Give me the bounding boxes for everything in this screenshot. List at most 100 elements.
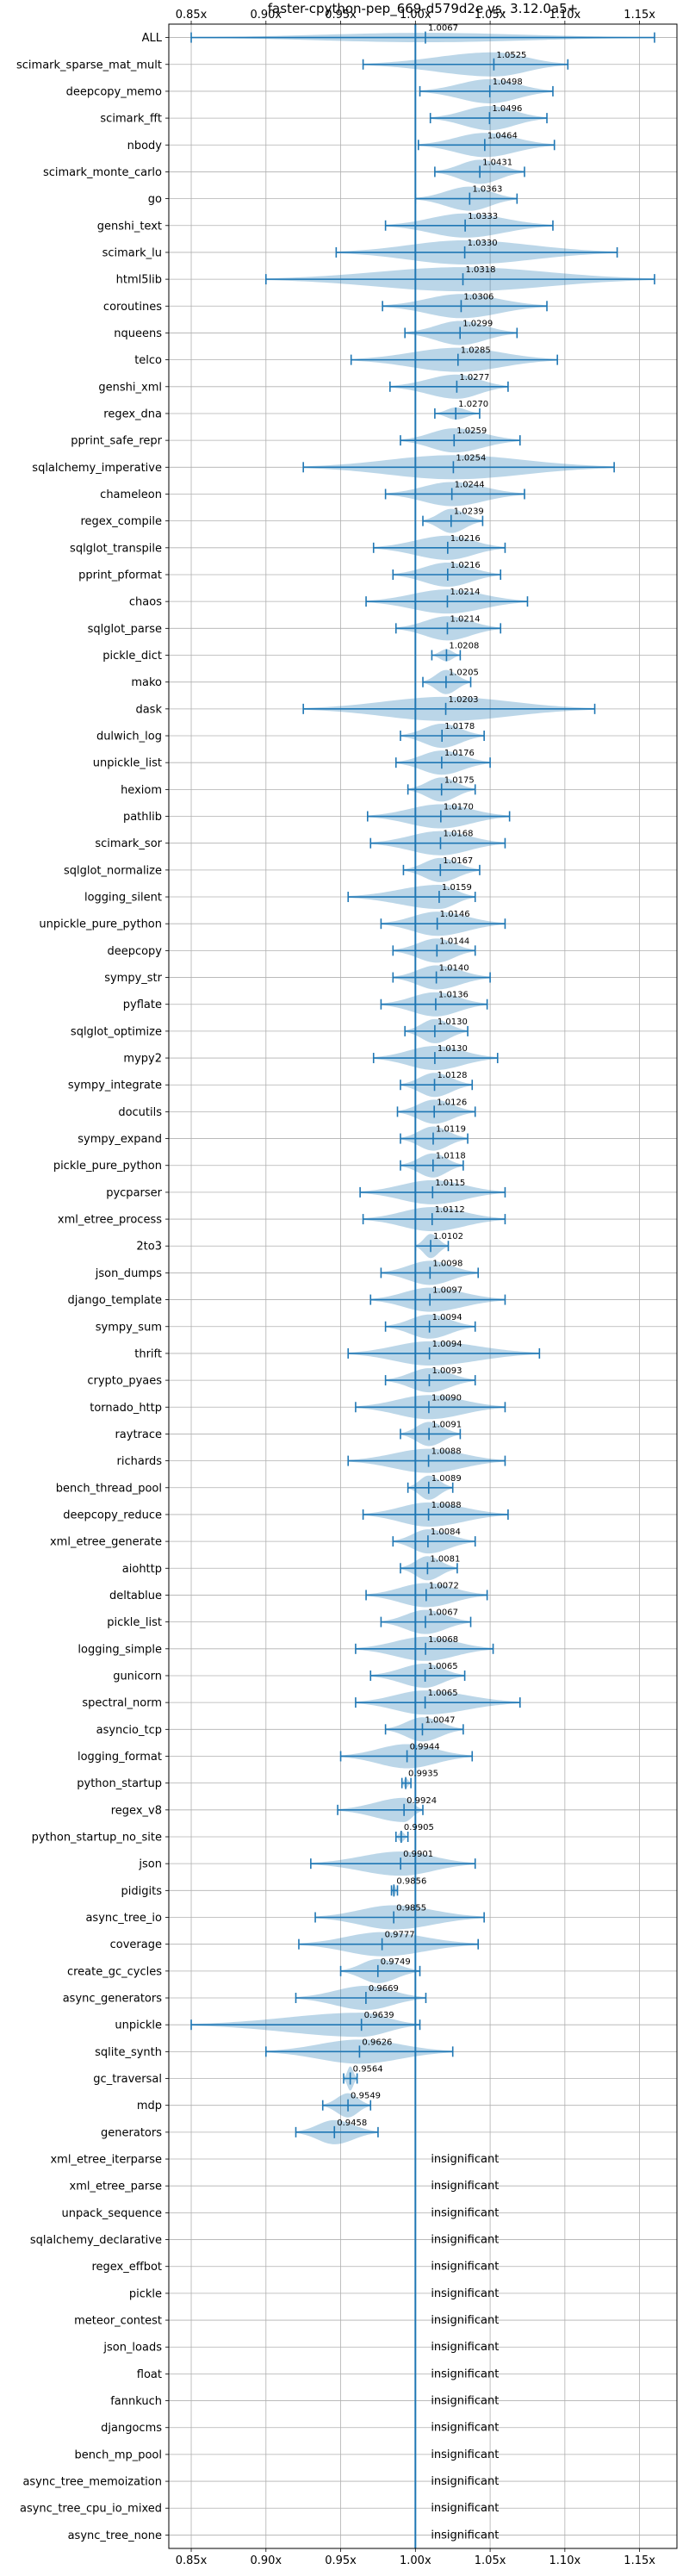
value-label: 1.0208 bbox=[449, 642, 479, 651]
value-label: 1.0363 bbox=[472, 185, 502, 195]
value-label: 1.0067 bbox=[428, 1608, 458, 1618]
value-label: 1.0089 bbox=[431, 1474, 462, 1484]
benchmark-name: pathlib bbox=[123, 811, 162, 824]
x-tick-label-top: 1.05x bbox=[475, 9, 506, 22]
benchmark-name: unpack_sequence bbox=[61, 2207, 162, 2220]
benchmark-name: dask bbox=[135, 703, 162, 716]
benchmark-name: pickle_pure_python bbox=[53, 1160, 162, 1173]
x-tick-label-bottom: 1.15x bbox=[624, 2554, 655, 2567]
benchmark-name: richards bbox=[117, 1455, 163, 1468]
value-label: 0.9856 bbox=[396, 1876, 426, 1886]
benchmark-name: sqlalchemy_imperative bbox=[32, 462, 162, 475]
value-label: 1.0098 bbox=[432, 1259, 462, 1268]
benchmark-name: genshi_text bbox=[97, 220, 162, 233]
benchmark-name: sqlglot_normalize bbox=[64, 864, 162, 877]
benchmark-name: pidigits bbox=[121, 1885, 163, 1898]
plot-frame bbox=[168, 23, 678, 2549]
value-label: 1.0270 bbox=[458, 400, 488, 409]
insignificant-label: insignificant bbox=[431, 2180, 499, 2193]
value-label: 1.0239 bbox=[454, 507, 484, 517]
insignificant-label: insignificant bbox=[431, 2153, 499, 2166]
benchmark-name: json_loads bbox=[102, 2342, 162, 2355]
benchmark-name: spectral_norm bbox=[82, 1697, 162, 1710]
x-tick-label-top: 1.10x bbox=[549, 9, 581, 22]
value-label: 1.0081 bbox=[430, 1554, 460, 1564]
insignificant-label: insignificant bbox=[431, 2395, 499, 2408]
value-label: 1.0118 bbox=[436, 1152, 466, 1161]
value-label: 1.0140 bbox=[439, 964, 469, 974]
value-label: 1.0090 bbox=[431, 1393, 462, 1403]
value-label: 1.0159 bbox=[442, 883, 472, 893]
insignificant-label: insignificant bbox=[431, 2448, 499, 2461]
benchmark-name: regex_effbot bbox=[91, 2261, 162, 2274]
insignificant-label: insignificant bbox=[431, 2422, 499, 2435]
benchmark-name: deepcopy_memo bbox=[66, 85, 162, 98]
value-label: 1.0065 bbox=[428, 1689, 458, 1698]
benchmark-name: json bbox=[138, 1858, 162, 1871]
benchmark-name: 2to3 bbox=[136, 1241, 162, 1254]
benchmark-name: sqlglot_optimize bbox=[71, 1025, 162, 1038]
value-label: 1.0299 bbox=[462, 319, 493, 328]
benchmark-name: sympy_str bbox=[104, 972, 162, 985]
x-tick-label-top: 0.90x bbox=[250, 9, 282, 22]
benchmark-name: coroutines bbox=[103, 301, 162, 314]
benchmark-name: unpickle_list bbox=[93, 757, 162, 770]
value-label: 1.0102 bbox=[433, 1232, 463, 1241]
benchmark-name: bench_thread_pool bbox=[56, 1482, 162, 1495]
benchmark-name: coverage bbox=[110, 1938, 162, 1951]
violins bbox=[190, 31, 655, 2144]
value-label: 1.0146 bbox=[440, 910, 470, 919]
value-label: 0.9564 bbox=[353, 2065, 383, 2075]
value-label: 0.9901 bbox=[403, 1850, 433, 1859]
chart-title: faster-cpython-pep_669-d579d2e vs. 3.12.… bbox=[268, 1, 578, 17]
value-label: 1.0047 bbox=[425, 1715, 455, 1725]
benchmark-name: scimark_monte_carlo bbox=[43, 166, 162, 179]
value-label: 1.0068 bbox=[428, 1635, 458, 1645]
value-label: 1.0084 bbox=[431, 1528, 461, 1537]
value-label: 1.0496 bbox=[492, 104, 522, 114]
insignificant-label: insignificant bbox=[431, 2261, 499, 2274]
benchmark-name: scimark_sparse_mat_mult bbox=[16, 59, 162, 72]
benchmark-name: fannkuch bbox=[110, 2395, 162, 2408]
benchmark-name: pickle_dict bbox=[102, 650, 162, 663]
value-label: 0.9905 bbox=[404, 1823, 434, 1832]
value-label: 0.9777 bbox=[385, 1931, 415, 1940]
value-label: 1.0244 bbox=[455, 480, 485, 489]
benchmark-name: ALL bbox=[142, 32, 163, 45]
benchmark-name: xml_etree_iterparse bbox=[50, 2154, 162, 2167]
benchmark-name: chameleon bbox=[100, 488, 162, 501]
benchmark-name: create_gc_cycles bbox=[67, 1965, 162, 1978]
value-label: 1.0119 bbox=[436, 1125, 466, 1135]
benchmark-name: gunicorn bbox=[113, 1670, 162, 1683]
axis-ticks: 0.85x 0.85x 0.90x 0.90x 0.95x 0.95x 1.00x 1.00x… bbox=[16, 9, 655, 2567]
insignificant-label: insignificant bbox=[431, 2368, 499, 2380]
value-label: 1.0330 bbox=[468, 239, 498, 248]
benchmark-name: dulwich_log bbox=[96, 731, 162, 744]
benchmark-name: meteor_contest bbox=[74, 2315, 162, 2328]
benchmark-name: nqueens bbox=[114, 327, 162, 340]
value-label: 1.0097 bbox=[432, 1286, 462, 1296]
benchmark-name: async_generators bbox=[63, 1993, 163, 2006]
value-label: 1.0112 bbox=[435, 1205, 465, 1215]
value-label: 1.0203 bbox=[449, 695, 479, 705]
value-label: 1.0205 bbox=[449, 669, 479, 678]
benchmark-name: unpickle bbox=[115, 2019, 162, 2032]
value-label: 1.0277 bbox=[459, 373, 489, 383]
x-tick-label-top: 1.15x bbox=[624, 9, 655, 22]
benchmark-name: pickle bbox=[129, 2287, 162, 2300]
benchmark-name: sqlalchemy_declarative bbox=[30, 2234, 162, 2247]
value-label: 1.0259 bbox=[456, 426, 487, 436]
value-label: 1.0130 bbox=[438, 1044, 468, 1054]
value-label: 0.9669 bbox=[369, 1984, 399, 1994]
benchmark-name: pprint_safe_repr bbox=[71, 435, 162, 448]
benchmark-name: pickle_list bbox=[107, 1616, 162, 1629]
value-label: 0.9944 bbox=[410, 1742, 440, 1752]
benchmark-name: scimark_fft bbox=[100, 113, 162, 126]
value-label: 1.0175 bbox=[444, 775, 475, 785]
benchmark-name: sympy_expand bbox=[78, 1133, 162, 1146]
benchmark-name: async_tree_memoization bbox=[22, 2476, 162, 2489]
value-label: 1.0128 bbox=[438, 1071, 468, 1080]
value-label: 1.0136 bbox=[438, 991, 469, 1000]
value-label: 1.0464 bbox=[487, 131, 518, 140]
insignificant-label: insignificant bbox=[431, 2502, 499, 2515]
